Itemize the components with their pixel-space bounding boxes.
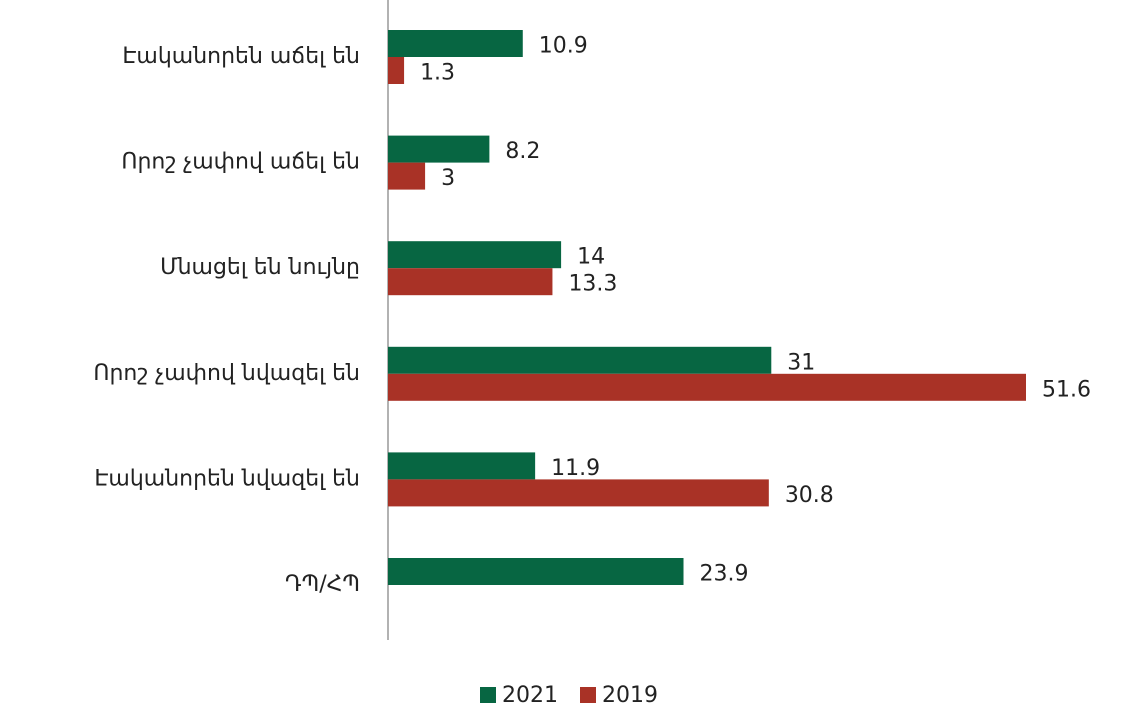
- legend-label: 2021: [502, 683, 558, 708]
- value-label: 1.3: [420, 61, 455, 86]
- value-label: 51.6: [1042, 377, 1091, 402]
- category-label: ԴՊ/ՀՊ: [285, 572, 360, 597]
- bar: [388, 479, 769, 507]
- bar: [388, 452, 536, 480]
- value-label: 11.9: [551, 456, 600, 481]
- bar: [388, 241, 562, 269]
- category-label: Մնացել են նույնը: [160, 255, 360, 280]
- bar: [388, 162, 426, 190]
- value-label: 13.3: [568, 272, 617, 297]
- category-label: Էականորեն աճել են: [122, 44, 360, 69]
- bar: [388, 135, 490, 163]
- bar: [388, 30, 523, 57]
- bar: [388, 558, 684, 585]
- legend-label: 2019: [602, 683, 658, 708]
- bar: [388, 57, 405, 84]
- value-label: 3: [441, 166, 455, 191]
- bar: [388, 346, 772, 374]
- value-label: 31: [787, 350, 815, 375]
- legend-swatch: [580, 687, 596, 703]
- bar: [388, 373, 1026, 401]
- category-label: Որոշ չափով նվազել են: [93, 361, 360, 386]
- value-label: 30.8: [785, 483, 834, 508]
- legend-swatch: [480, 687, 496, 703]
- value-label: 23.9: [700, 562, 749, 587]
- value-label: 8.2: [505, 139, 540, 164]
- category-label: Էականորեն նվազել են: [94, 466, 360, 491]
- category-label: Որոշ չափով աճել են: [121, 150, 360, 175]
- value-label: 14: [577, 245, 605, 270]
- value-label: 10.9: [539, 34, 588, 59]
- bar: [388, 268, 553, 296]
